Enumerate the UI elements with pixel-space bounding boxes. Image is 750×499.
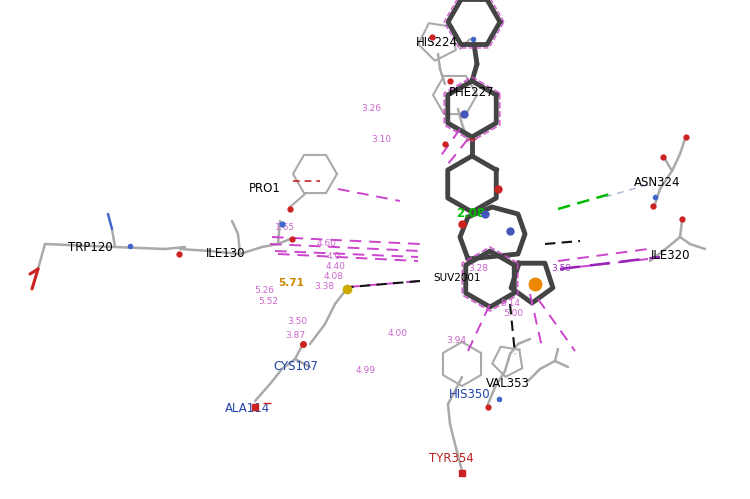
Text: PHE227: PHE227 [448, 86, 494, 99]
Text: 1.65: 1.65 [275, 223, 295, 232]
Text: 4.00: 4.00 [388, 329, 407, 338]
Text: 5.14: 5.14 [500, 299, 520, 308]
Text: 4.08: 4.08 [324, 272, 344, 281]
Text: TRP120: TRP120 [68, 241, 112, 253]
Text: 3.38: 3.38 [314, 282, 334, 291]
Text: ILE130: ILE130 [206, 247, 246, 260]
Text: 5.00: 5.00 [504, 309, 524, 318]
Text: 4.0: 4.0 [327, 252, 340, 261]
Text: ASN324: ASN324 [634, 176, 680, 189]
Text: 3.87: 3.87 [286, 331, 305, 340]
Text: VAL353: VAL353 [486, 377, 530, 390]
Text: 3.28: 3.28 [469, 264, 488, 273]
Text: PRO1: PRO1 [249, 182, 280, 195]
Text: 4.40: 4.40 [326, 262, 346, 271]
Text: 3.59: 3.59 [551, 264, 571, 273]
Text: CYS107: CYS107 [274, 360, 319, 373]
Text: 2.08: 2.08 [457, 207, 485, 220]
Text: 4.99: 4.99 [356, 366, 376, 375]
Text: 3.94: 3.94 [446, 336, 466, 345]
Text: 3.26: 3.26 [362, 104, 381, 113]
Text: HIS350: HIS350 [448, 388, 491, 401]
Text: 5.26: 5.26 [254, 286, 274, 295]
Text: SUV2001: SUV2001 [433, 273, 481, 283]
Text: HIS224: HIS224 [416, 36, 458, 49]
Text: ILE320: ILE320 [651, 249, 691, 262]
Text: 3.50: 3.50 [288, 317, 308, 326]
Text: 5.71: 5.71 [278, 278, 304, 288]
Text: ALA114: ALA114 [225, 402, 270, 415]
Text: 3.10: 3.10 [371, 135, 391, 144]
Text: 4.60: 4.60 [316, 239, 336, 248]
Text: TYR354: TYR354 [429, 452, 474, 465]
Text: 5.52: 5.52 [259, 297, 278, 306]
